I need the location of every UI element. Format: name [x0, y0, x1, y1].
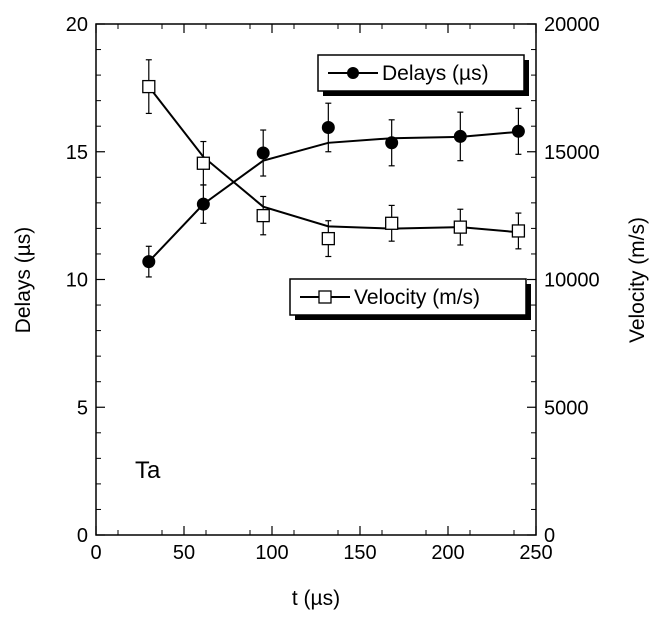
y2-tick-label: 10000 — [544, 270, 600, 292]
legend-marker — [318, 290, 332, 304]
legend-box: Delays (µs) — [317, 54, 529, 96]
y-tick-label: 10 — [66, 270, 88, 292]
y-tick-label: 5 — [77, 397, 88, 419]
x-tick-label: 150 — [343, 542, 376, 564]
y-axis-title: Delays (µs) — [12, 227, 35, 334]
x-axis-title: t (µs) — [292, 587, 340, 610]
data-point — [453, 129, 467, 143]
legend-label: Delays (µs) — [382, 62, 489, 85]
series-layer — [142, 59, 526, 278]
data-point — [511, 124, 525, 138]
data-point — [511, 224, 526, 238]
series-delays — [142, 102, 525, 278]
data-point — [453, 220, 467, 234]
axis-ticks: 0 50 100 150 200 2500510152005000100001500020… — [66, 14, 600, 564]
data-point — [142, 255, 156, 269]
x-tick-label: 100 — [255, 542, 288, 564]
y-tick-label: 15 — [66, 142, 88, 164]
data-point — [321, 120, 335, 134]
y-tick-label: 0 — [77, 525, 88, 547]
y2-tick-label: 20000 — [544, 14, 600, 36]
legend-layer: Delays (µs) Velocity (m/s) — [289, 54, 531, 320]
data-point — [256, 146, 270, 160]
x-tick-label: 250 — [519, 542, 552, 564]
legend-frame — [289, 278, 527, 316]
annotation-ta: Ta — [135, 457, 161, 484]
data-point — [385, 136, 399, 150]
series-velocity — [142, 59, 526, 258]
y2-tick-label: 5000 — [544, 397, 589, 419]
y2-axis-title: Velocity (m/s) — [626, 217, 649, 343]
x-tick-label: 200 — [431, 542, 464, 564]
legend-label: Velocity (m/s) — [354, 286, 480, 309]
y2-tick-label: 15000 — [544, 142, 600, 164]
legend-box: Velocity (m/s) — [289, 278, 531, 320]
data-point — [196, 156, 211, 170]
data-point — [321, 231, 335, 246]
y2-tick-label: 0 — [544, 525, 555, 547]
data-point — [385, 216, 399, 230]
data-point — [196, 197, 210, 211]
x-tick-label: 50 — [173, 542, 195, 564]
data-point — [142, 79, 156, 94]
legend-marker — [347, 67, 359, 79]
x-tick-label: 0 — [90, 542, 101, 564]
data-point — [256, 208, 270, 223]
y-tick-label: 20 — [66, 14, 88, 36]
